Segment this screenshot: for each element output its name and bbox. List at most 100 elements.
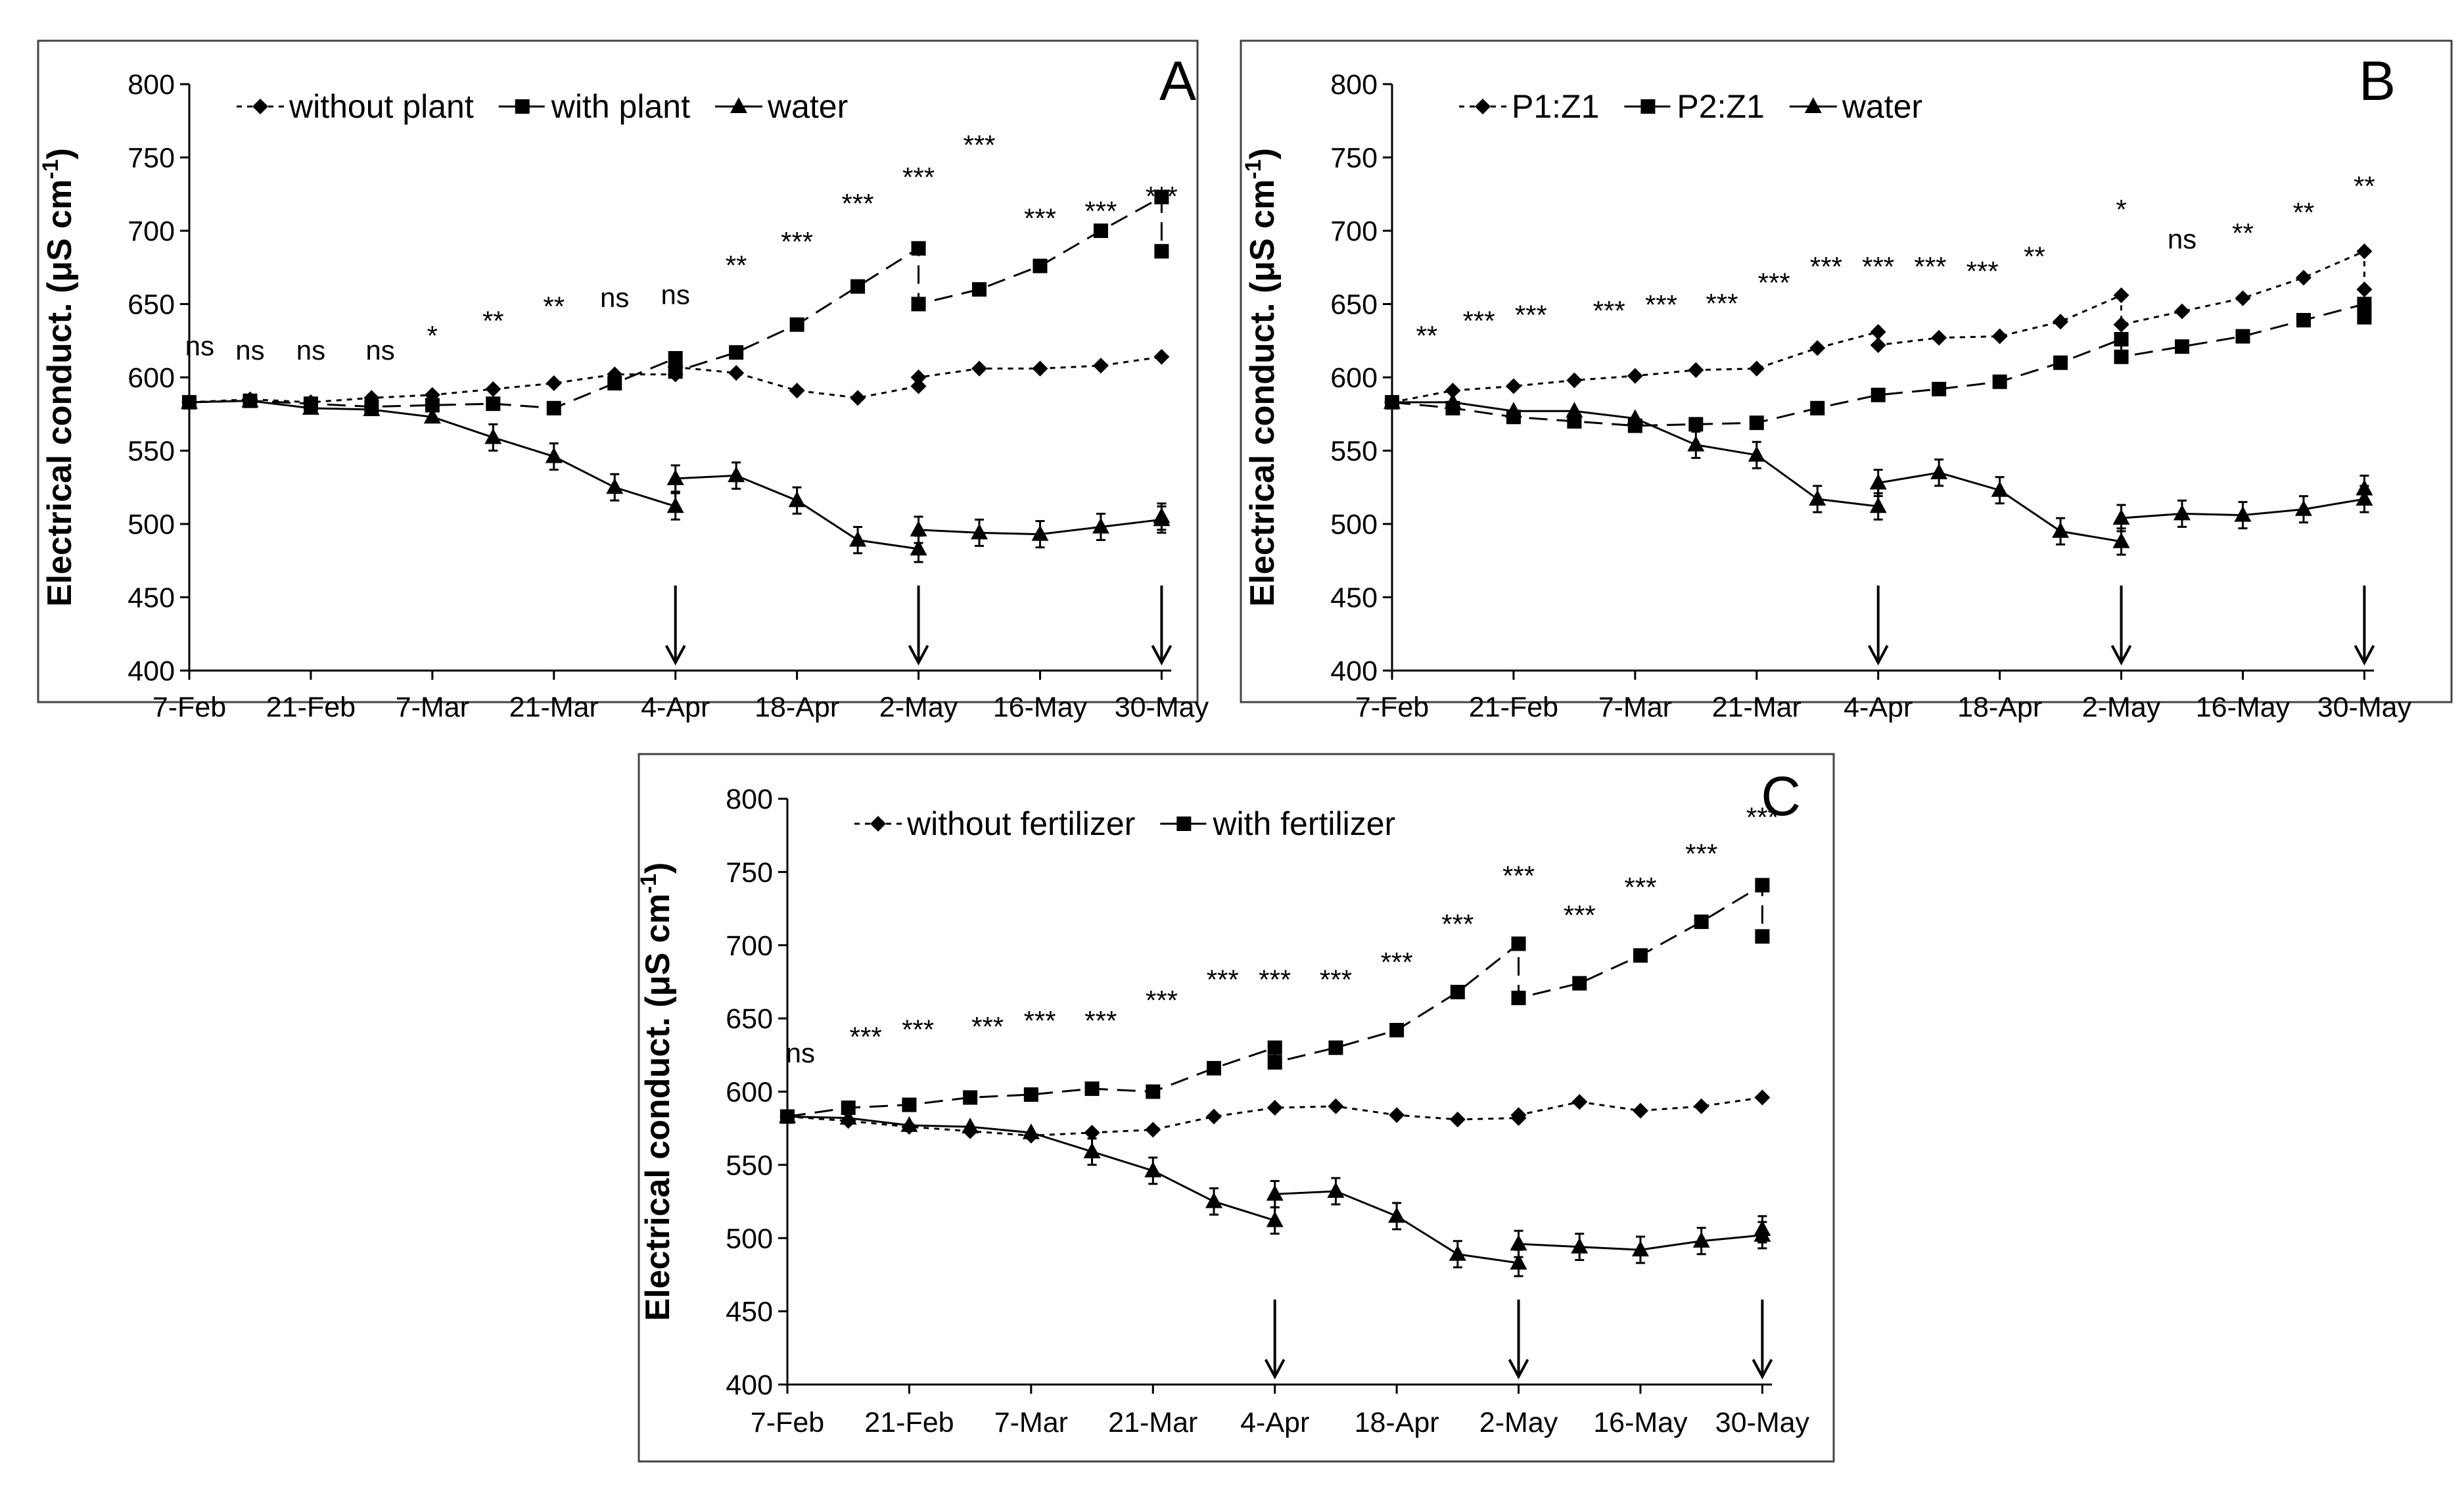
data-point — [902, 1097, 917, 1112]
x-tick-label: 21-Feb — [864, 1407, 954, 1438]
data-point — [911, 296, 926, 312]
significance-label: *** — [1746, 801, 1778, 832]
y-tick-label: 700 — [1330, 216, 1378, 247]
y-tick-label: 600 — [726, 1077, 773, 1108]
significance-label: ns — [2168, 224, 2197, 254]
data-point — [1631, 1241, 1649, 1257]
data-point — [1566, 402, 1583, 418]
y-tick-label: 550 — [1330, 436, 1378, 467]
x-tick-label: 16-May — [993, 692, 1088, 723]
x-tick-label: 7-Feb — [1355, 692, 1429, 723]
data-point — [1093, 224, 1108, 238]
data-point — [1450, 985, 1465, 1000]
x-tick-label: 2-May — [1479, 1407, 1558, 1438]
significance-label: *** — [1758, 268, 1790, 298]
data-point — [1154, 189, 1169, 204]
data-point — [1633, 948, 1648, 963]
significance-label: *** — [1593, 295, 1625, 326]
data-point — [1991, 481, 2009, 497]
series-with-fertilizer — [780, 878, 1770, 1124]
significance-label: ** — [2293, 197, 2315, 228]
data-point — [2112, 509, 2130, 525]
y-tick-label: 600 — [128, 362, 175, 394]
data-point — [1692, 1231, 1710, 1248]
x-tick-label: 21-Mar — [509, 692, 599, 723]
significance-label: *** — [1706, 288, 1738, 319]
data-point — [1870, 337, 1886, 353]
y-tick-label: 750 — [726, 857, 773, 888]
arrow-head — [1752, 1359, 1773, 1380]
data-point — [2356, 490, 2373, 506]
data-point — [1693, 1098, 1709, 1114]
y-axis-label: Electrical conduct. (μS cm-1) — [636, 863, 677, 1321]
data-point — [870, 816, 886, 832]
y-tick-label: 450 — [1330, 582, 1378, 614]
y-tick-label: 550 — [726, 1150, 773, 1181]
legend-entry: P1:Z1 — [1459, 88, 1599, 125]
arrow-head — [1264, 1359, 1286, 1380]
panel-frame — [37, 39, 1199, 703]
data-point — [666, 469, 684, 485]
significance-label: *** — [850, 1021, 882, 1052]
panel-frame — [638, 753, 1835, 1463]
arrow-head — [2110, 645, 2132, 666]
legend-entry: P2:Z1 — [1624, 88, 1765, 125]
data-point — [2356, 479, 2373, 496]
significance-label: *** — [1685, 838, 1717, 869]
x-tick-label: 18-Apr — [1957, 692, 2042, 723]
significance-label: *** — [1320, 964, 1352, 995]
arrow-head — [1867, 645, 1889, 666]
data-point — [2113, 287, 2129, 304]
y-tick-label: 750 — [128, 143, 175, 174]
data-point — [1145, 1122, 1161, 1138]
data-point — [1571, 1094, 1588, 1110]
data-point — [1328, 1098, 1344, 1114]
data-point — [2235, 290, 2251, 306]
data-point — [1154, 244, 1169, 259]
data-point — [484, 428, 502, 444]
x-tick-label: 30-May — [2317, 692, 2412, 723]
series-line — [1391, 249, 2365, 404]
data-point — [2053, 314, 2069, 330]
legend-entry: water — [1789, 88, 1922, 125]
data-point — [545, 447, 563, 463]
x-tick-label: 30-May — [1115, 692, 1209, 723]
data-point — [2234, 506, 2252, 522]
data-point — [849, 531, 867, 547]
y-tick-label: 450 — [726, 1296, 773, 1328]
data-point — [1206, 1060, 1221, 1076]
y-tick-label: 600 — [1330, 362, 1378, 394]
series-water — [181, 391, 1171, 563]
data-point — [1870, 323, 1886, 340]
y-tick-label: 700 — [726, 930, 773, 962]
data-point — [788, 491, 806, 508]
data-point — [1567, 414, 1582, 429]
data-point — [729, 345, 744, 360]
data-point — [181, 392, 198, 409]
data-point — [910, 520, 927, 536]
series-with-plant — [182, 189, 1169, 415]
data-point — [971, 523, 988, 540]
legend-label: without fertilizer — [906, 805, 1135, 842]
x-tick-label: 21-Mar — [1712, 692, 1802, 723]
y-tick-label: 800 — [128, 69, 175, 101]
data-point — [486, 396, 501, 412]
data-point — [606, 478, 624, 494]
data-point — [1449, 1244, 1466, 1261]
series-water — [1383, 392, 2373, 556]
series-water — [779, 1107, 1771, 1277]
data-point — [1031, 525, 1049, 541]
x-tick-label: 21-Feb — [1469, 692, 1558, 723]
significance-label: *** — [1146, 181, 1178, 212]
data-point — [2113, 316, 2129, 333]
data-point — [2175, 339, 2190, 354]
data-point — [1572, 976, 1587, 991]
data-point — [1146, 1084, 1161, 1099]
significance-label: *** — [1024, 203, 1056, 234]
data-point — [1754, 1089, 1771, 1106]
data-point — [1023, 1087, 1038, 1102]
significance-label: *** — [1624, 872, 1656, 903]
x-tick-label: 21-Mar — [1108, 1407, 1197, 1438]
y-tick-label: 800 — [1330, 69, 1378, 101]
